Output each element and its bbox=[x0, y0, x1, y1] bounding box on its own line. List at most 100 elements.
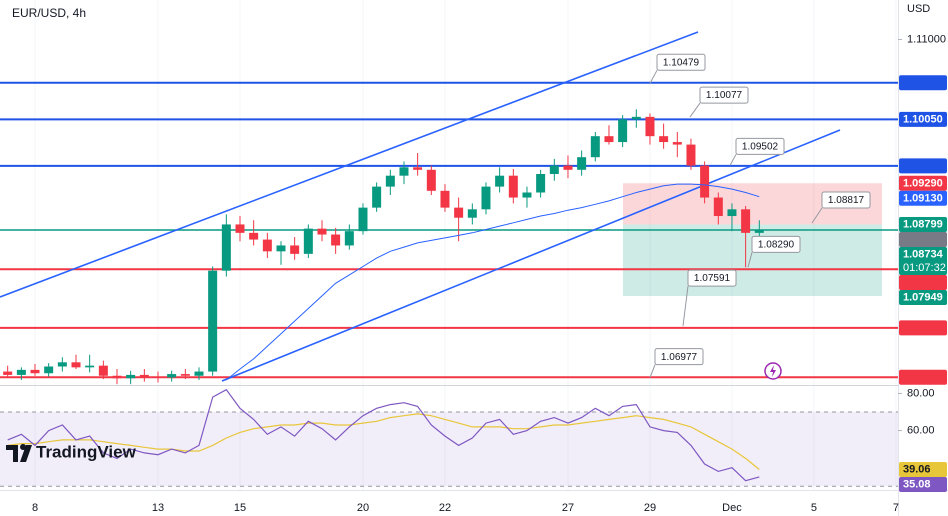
price-label: 1.08799 bbox=[899, 217, 947, 233]
x-tick-label: 5 bbox=[811, 502, 817, 514]
candle-body bbox=[221, 224, 231, 271]
candle-body bbox=[3, 371, 13, 375]
candle-body bbox=[563, 165, 573, 170]
price-label-text: 1.09290 bbox=[903, 177, 943, 189]
logo-icon bbox=[6, 444, 32, 462]
callout-leader bbox=[811, 207, 823, 224]
candle-body bbox=[645, 116, 655, 137]
currency-label[interactable]: USD bbox=[907, 3, 930, 15]
callout-layer: 1.10479 1.10077 1.09502 1.08817 1.08290 1.075… bbox=[649, 53, 871, 378]
callout-leader bbox=[682, 286, 689, 327]
candle-body bbox=[672, 142, 682, 145]
candle-body bbox=[16, 369, 26, 375]
callout-box bbox=[735, 137, 785, 155]
callout-label: 1.10077 bbox=[706, 90, 743, 101]
candle-body bbox=[659, 136, 669, 143]
candle-body bbox=[167, 374, 177, 378]
callout-box bbox=[699, 86, 749, 104]
x-tick-label: Dec bbox=[722, 502, 742, 514]
price-label-box bbox=[899, 275, 947, 291]
candle-body bbox=[508, 175, 518, 198]
price-label: 1.07949 bbox=[899, 290, 947, 306]
candle-body bbox=[276, 245, 286, 252]
price-label bbox=[899, 75, 947, 91]
price-label: 1.09130 bbox=[899, 190, 947, 206]
price-label-box bbox=[899, 190, 947, 206]
price-label-text: 35.08 bbox=[903, 479, 931, 491]
price-label-box bbox=[899, 476, 947, 492]
price-label-text: 1.09130 bbox=[903, 192, 943, 204]
candle-layer bbox=[3, 109, 764, 385]
symbol-title: EUR/USD, 4h bbox=[12, 6, 86, 20]
candle-body bbox=[399, 167, 409, 176]
candle-body bbox=[358, 207, 368, 232]
price-label: 1.09290 bbox=[899, 175, 947, 191]
candle-body bbox=[700, 165, 710, 198]
callout-label: 1.10479 bbox=[663, 57, 700, 68]
rsi-tick-label: 80.00 bbox=[907, 387, 935, 399]
callout-leader bbox=[747, 252, 753, 268]
level-layer bbox=[0, 81, 898, 379]
alert-bolt bbox=[770, 365, 776, 377]
price-label-text: 1.07949 bbox=[903, 292, 943, 304]
axis-layer: 8 13 15 20 22 27 29 Dec 5 7 1.11000 80.00 60.00 1.100… bbox=[32, 33, 947, 514]
x-tick-label: 13 bbox=[152, 502, 164, 514]
candle-body bbox=[754, 229, 764, 233]
callout-leader bbox=[689, 102, 701, 118]
callout-leader bbox=[729, 154, 737, 166]
candle-body bbox=[467, 209, 477, 218]
countdown: 01:07:32 bbox=[903, 262, 946, 274]
grid-layer bbox=[34, 0, 897, 490]
alert-icon[interactable] bbox=[764, 362, 782, 380]
candle-body bbox=[30, 369, 40, 374]
candle-body bbox=[303, 228, 313, 254]
candle-body bbox=[331, 234, 341, 246]
price-label-text: 1.08734 bbox=[903, 249, 944, 261]
callout-box bbox=[687, 269, 737, 287]
candle-body bbox=[741, 209, 751, 233]
x-tick-label: 7 bbox=[893, 502, 899, 514]
price-label-box bbox=[899, 175, 947, 191]
candle-body bbox=[727, 209, 737, 217]
channel-upper bbox=[0, 31, 699, 298]
candle-body bbox=[57, 362, 67, 367]
x-tick-label: 15 bbox=[234, 502, 246, 514]
candle-body bbox=[208, 270, 218, 372]
candle-body bbox=[536, 174, 546, 193]
candle-body bbox=[194, 371, 204, 376]
callout-box bbox=[656, 53, 706, 71]
candle-body bbox=[713, 197, 723, 217]
candle-body bbox=[139, 374, 149, 377]
callout-leader bbox=[649, 70, 658, 84]
price-label bbox=[899, 158, 947, 174]
price-label-box bbox=[899, 461, 947, 477]
x-tick-label: 22 bbox=[439, 502, 451, 514]
candle-body bbox=[426, 169, 436, 191]
candle-body bbox=[180, 374, 190, 376]
candle-body bbox=[454, 207, 464, 218]
rsi-line bbox=[7, 388, 760, 482]
callout-label: 1.08290 bbox=[758, 239, 795, 250]
candle-body bbox=[631, 116, 641, 120]
price-label: 1.10050 bbox=[899, 111, 947, 127]
callout-box bbox=[654, 348, 704, 366]
candle-body bbox=[262, 239, 272, 252]
price-label-text: 1.10050 bbox=[903, 114, 943, 126]
candle-body bbox=[522, 192, 532, 198]
candle-body bbox=[618, 119, 628, 143]
rsi-layer bbox=[0, 388, 898, 487]
price-label-box bbox=[899, 247, 947, 276]
price-label bbox=[899, 369, 947, 385]
candle-body bbox=[385, 175, 395, 187]
rsi-band bbox=[0, 412, 898, 487]
rsi-ma-line bbox=[7, 413, 760, 470]
price-label-text: 1.08799 bbox=[903, 219, 943, 231]
callout-label: 1.09502 bbox=[742, 142, 779, 153]
price-label bbox=[899, 320, 947, 336]
price-label-box bbox=[899, 111, 947, 127]
price-label-box bbox=[899, 320, 947, 336]
candle-body bbox=[577, 157, 587, 170]
callout-box bbox=[751, 235, 801, 253]
